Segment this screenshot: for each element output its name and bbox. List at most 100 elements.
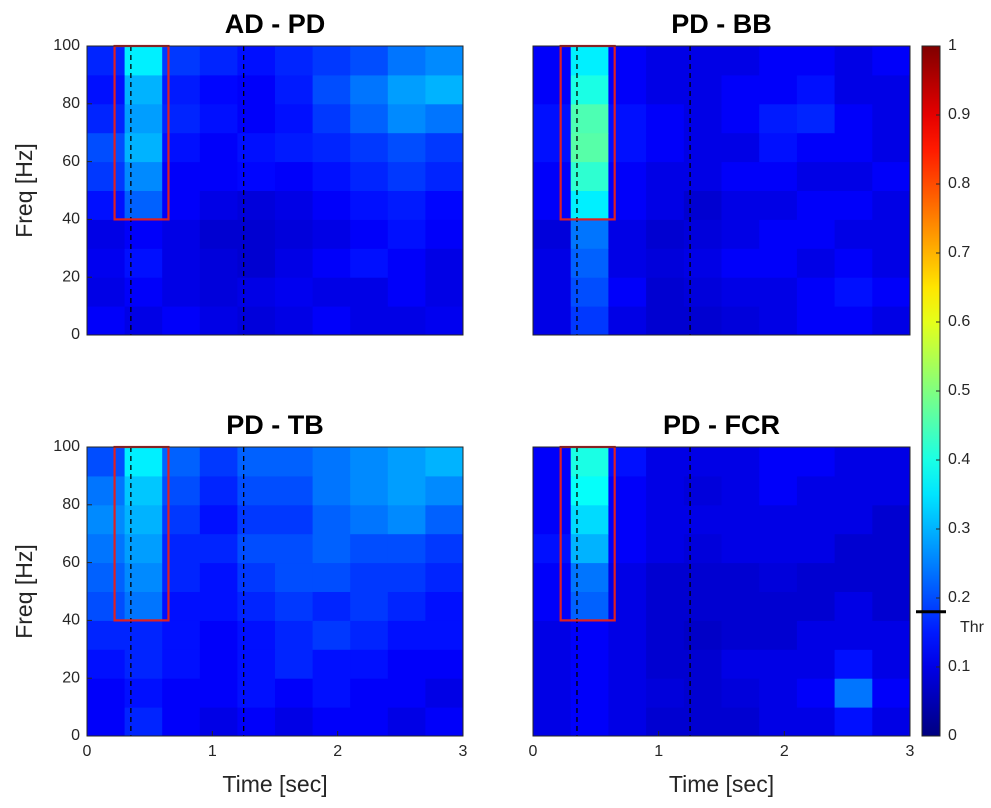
heatmap-cell [759, 219, 798, 249]
heatmap-cell [87, 591, 126, 621]
heatmap-cell [87, 306, 126, 336]
colorbar-tick-label: 0.7 [948, 244, 970, 261]
heatmap-cell [759, 248, 798, 278]
heatmap-cell [646, 620, 685, 650]
heatmap-cell [425, 132, 464, 163]
heatmap-cell [425, 103, 464, 134]
heatmap-cell [199, 649, 238, 679]
heatmap-cell [275, 219, 314, 249]
x-tick-label: 3 [459, 743, 468, 760]
colorbar-tick-label: 0 [948, 727, 957, 744]
x-tick-label: 2 [333, 743, 342, 760]
heatmap-cell [199, 74, 238, 105]
heatmap-cell [312, 533, 351, 564]
heatmap-cell [387, 219, 426, 249]
y-tick-label: 80 [62, 496, 80, 513]
heatmap-cell [533, 277, 572, 307]
heatmap-cell [275, 707, 314, 737]
heatmap-cell [350, 277, 389, 307]
heatmap-cell [312, 562, 351, 592]
heatmap-cell [834, 190, 873, 220]
heatmap-cell [721, 678, 760, 708]
heatmap-cell [834, 132, 873, 163]
heatmap-panel [87, 447, 464, 737]
heatmap-cell [721, 620, 760, 650]
heatmap-cell [834, 161, 873, 191]
heatmap-cell [533, 649, 572, 679]
y-tick-label: 20 [62, 268, 80, 285]
y-tick-label: 20 [62, 669, 80, 686]
colorbar-tick-label: 0.3 [948, 520, 970, 537]
heatmap-cell [87, 248, 126, 278]
x-tick-label: 0 [529, 743, 538, 760]
heatmap-cell [425, 447, 464, 477]
colorbar-tick-label: 0.2 [948, 589, 970, 606]
heatmap-cell [759, 74, 798, 105]
heatmap-cell [162, 620, 201, 650]
heatmap-cell [721, 447, 760, 477]
heatmap-cell [387, 504, 426, 535]
heatmap-cell [350, 504, 389, 535]
heatmap-cell [683, 74, 722, 105]
heatmap-cell [275, 74, 314, 105]
heatmap-cell [872, 103, 911, 134]
heatmap-cell [683, 219, 722, 249]
heatmap-cell [646, 475, 685, 506]
heatmap-cell [350, 447, 389, 477]
heatmap-cell [387, 161, 426, 191]
heatmap-cell [312, 504, 351, 535]
heatmap-cell [237, 219, 276, 249]
heatmap-cell [275, 132, 314, 163]
heatmap-cell [275, 533, 314, 564]
x-tick-label: 3 [906, 743, 915, 760]
heatmap-cell [350, 707, 389, 737]
heatmap-cell [759, 447, 798, 477]
x-tick-label: 0 [83, 743, 92, 760]
heatmap-cell [608, 306, 647, 336]
heatmap-cell [759, 475, 798, 506]
heatmap-cell [425, 591, 464, 621]
threshold-label: Thr [960, 619, 985, 636]
heatmap-cell [87, 74, 126, 105]
heatmap-cell [199, 306, 238, 336]
heatmap-cell [387, 447, 426, 477]
heatmap-cell [350, 161, 389, 191]
x-tick-label: 1 [208, 743, 217, 760]
heatmap-cell [834, 591, 873, 621]
heatmap-cell [425, 678, 464, 708]
heatmap-cell [124, 74, 163, 105]
heatmap-cell [124, 591, 163, 621]
heatmap-cell [350, 306, 389, 336]
heatmap-cell [387, 132, 426, 163]
heatmap-cell [608, 277, 647, 307]
heatmap-cell [312, 74, 351, 105]
heatmap-cell [834, 277, 873, 307]
heatmap-cell [834, 103, 873, 134]
heatmap-cell [275, 306, 314, 336]
heatmap-cell [721, 277, 760, 307]
heatmap-cell [275, 248, 314, 278]
heatmap-cell [199, 132, 238, 163]
heatmap-cell [646, 533, 685, 564]
heatmap-cell [796, 103, 836, 134]
heatmap-cell [608, 678, 647, 708]
heatmap-cell [199, 447, 238, 477]
heatmap-cell [87, 475, 126, 506]
heatmap-cell [533, 161, 572, 191]
heatmap-cell [533, 74, 572, 105]
heatmap-cell [759, 161, 798, 191]
heatmap-cell [87, 132, 126, 163]
panel-title: AD - PD [225, 9, 326, 39]
heatmap-cell [199, 562, 238, 592]
heatmap-cell [87, 219, 126, 249]
heatmap-cell [570, 475, 609, 506]
heatmap-cell [646, 190, 685, 220]
colorbar-tick-label: 0.8 [948, 175, 970, 192]
x-tick-label: 2 [780, 743, 789, 760]
heatmap-cell [834, 649, 873, 679]
heatmap-cell [312, 620, 351, 650]
heatmap-cell [350, 562, 389, 592]
heatmap-cell [275, 649, 314, 679]
heatmap-cell [275, 591, 314, 621]
